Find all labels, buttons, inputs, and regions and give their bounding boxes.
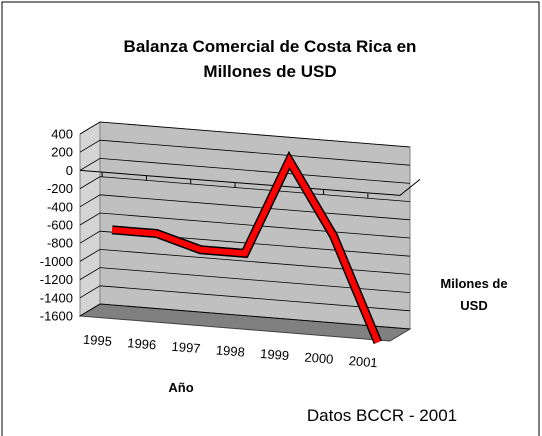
grid-line: [79, 157, 411, 184]
grid-line: [79, 139, 411, 166]
legend-label: Milones de: [440, 276, 507, 291]
grid-line: [79, 248, 411, 275]
x-tick-label: 1999: [260, 346, 290, 363]
source-note: Datos BCCR - 2001: [307, 406, 457, 425]
x-tick-label: 2000: [304, 350, 334, 367]
grid-line: [79, 285, 411, 312]
grid-line: [79, 121, 411, 148]
grid-line: [79, 212, 411, 239]
x-axis-label: Año: [168, 380, 193, 395]
x-tick-label: 1997: [171, 339, 201, 356]
plot-area: 4002000-200-400-600-800-1000-1200-1400-1…: [40, 121, 421, 370]
y-tick-label: -1600: [40, 309, 73, 324]
x-tick-label: 1995: [82, 332, 112, 349]
grid-line: [79, 194, 411, 221]
chart-title: Millones de USD: [203, 62, 336, 81]
data-line: [111, 154, 381, 344]
y-tick-label: -800: [47, 236, 73, 251]
x-tick-label: 1996: [127, 335, 157, 352]
grid-line: [79, 303, 411, 330]
y-tick-label: 0: [66, 163, 73, 178]
y-tick-label: -1200: [40, 272, 73, 287]
grid-line: [79, 267, 411, 293]
chart-title: Balanza Comercial de Costa Rica en: [124, 37, 417, 56]
x-tick-label: 2001: [348, 353, 378, 370]
zero-axis: [79, 169, 421, 196]
legend-label: USD: [460, 298, 487, 313]
y-tick-label: -1000: [40, 254, 73, 269]
y-tick-label: -600: [47, 218, 73, 233]
y-tick-label: 400: [51, 127, 73, 142]
y-tick-label: -200: [47, 181, 73, 196]
y-tick-label: -1400: [40, 290, 73, 305]
y-tick-label: 200: [51, 145, 73, 160]
y-tick-label: -400: [47, 199, 73, 214]
grid-line: [79, 230, 411, 257]
x-tick-label: 1998: [215, 342, 245, 359]
